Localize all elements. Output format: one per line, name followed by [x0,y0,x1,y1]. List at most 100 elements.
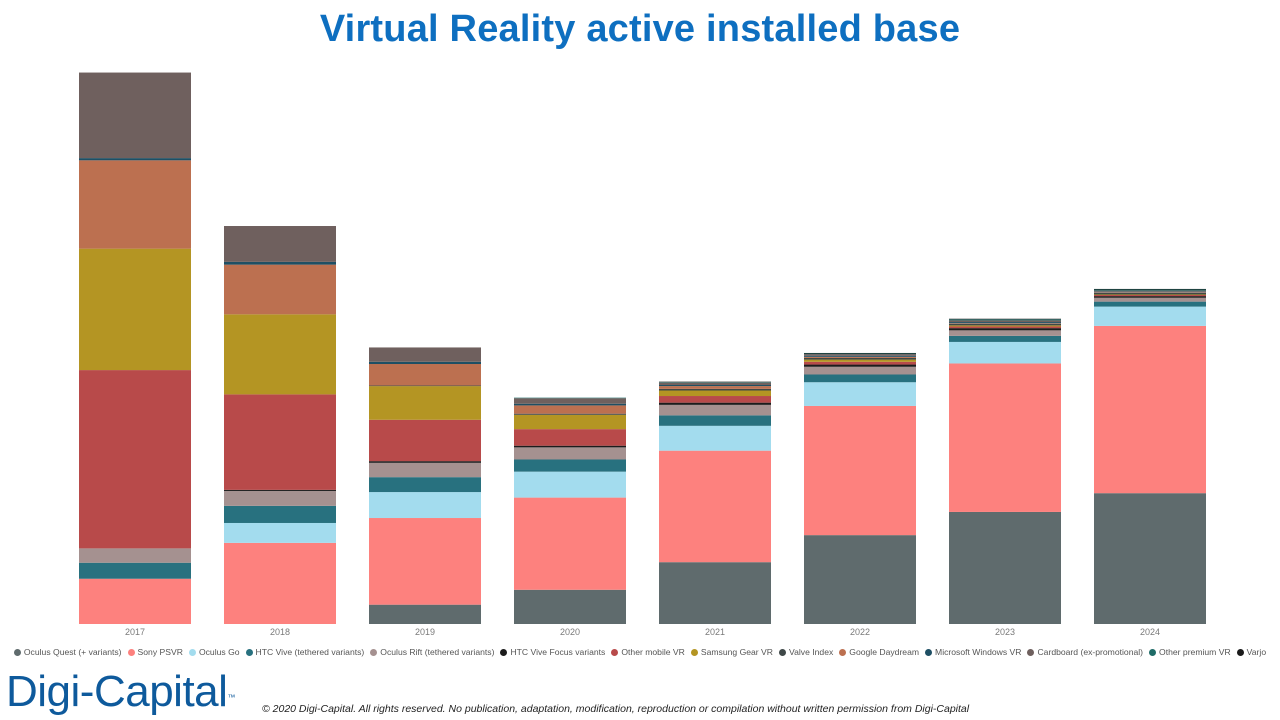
bar-segment [949,323,1061,326]
bar-segment [224,522,336,543]
bar-segment [804,353,916,355]
bar-segment [659,381,771,383]
bar-segment [659,384,771,387]
legend-label: Oculus Go [198,647,240,657]
legend-item[interactable]: Oculus Quest (+ variants) [13,647,122,657]
x-axis-ticks: 2017 2018 2019 2020 2021 2022 2023 2024 [125,627,1160,637]
bar-segment [514,429,626,446]
legend-swatch [925,648,933,656]
x-tick-label: 2020 [560,627,580,637]
bar-segment [804,374,916,383]
bar-segment [949,320,1061,323]
bar-segment [369,604,481,624]
bar-segment [1094,295,1206,297]
copyright-notice: © 2020 Digi-Capital. All rights reserved… [262,703,970,715]
bar-segment [1094,306,1206,326]
x-tick-label: 2021 [705,627,725,637]
bar-segment [804,535,916,624]
bar-segment [514,447,626,460]
legend-label: Cardboard (ex-promotional) [1037,647,1144,657]
x-tick-label: 2019 [415,627,435,637]
legend-item[interactable]: Cardboard (ex-promotional) [1027,647,1143,657]
bar-segment [804,382,916,406]
legend-label: HTC Vive Focus variants [510,647,606,657]
bar-segment [659,382,771,383]
legend-item[interactable]: Sony PSVR [127,647,183,657]
legend-item[interactable]: Valve Index [779,647,833,657]
bar-segment [1094,288,1206,290]
chart-title: Virtual Reality active installed base [319,8,961,50]
logo-text: Digi-Capital [6,667,228,716]
bar-segment [369,518,481,605]
bar-segment [79,158,191,161]
legend-item[interactable]: Varjo [1236,647,1267,657]
bar-segment [79,160,191,249]
legend-item[interactable]: Other premium VR [1149,647,1231,657]
bar-segment [949,318,1061,320]
bar-segment [659,425,771,451]
bar-segment [514,398,626,404]
legend-label: Oculus Rift (tethered variants) [380,647,495,657]
bar-segment [804,352,916,354]
legend-swatch [1236,648,1244,656]
bar-segment [369,386,481,420]
bar-segment [1094,292,1206,293]
x-tick-label: 2023 [995,627,1015,637]
bar-segment [659,382,771,385]
bar-segment [369,477,481,493]
bar-segment [224,226,336,262]
legend-swatch [127,648,135,656]
bars-group [79,72,1206,624]
bar-segment [949,328,1061,331]
bar-segment [369,492,481,519]
legend-item[interactable]: Microsoft Windows VR [925,647,1021,657]
bar-segment [949,326,1061,329]
bar-segment [514,413,626,415]
bar-segment [79,562,191,579]
x-tick-label: 2022 [850,627,870,637]
legend-item[interactable]: HTC Vive Focus variants [500,647,605,657]
logo-trademark: ™ [227,693,235,702]
bar-segment [514,414,626,430]
bar-segment [1094,493,1206,624]
legend-swatch [1027,648,1035,656]
bar-segment [659,404,771,416]
legend-label: Varjo [1246,647,1267,657]
bar-segment [659,415,771,426]
bar-segment [949,335,1061,342]
bar-segment [514,497,626,590]
bar-segment [224,264,336,315]
bar-segment [224,542,336,624]
bar-segment [514,471,626,498]
bar-segment [1094,291,1206,293]
bar-segment [224,489,336,491]
bar-segment [79,578,191,624]
legend-swatch [690,648,698,656]
bar-segment [224,394,336,490]
bar-segment [949,323,1061,324]
legend-item[interactable]: HTC Vive (tethered variants) [245,647,364,657]
bar-segment [369,364,481,386]
legend-swatch [779,648,786,656]
bar-segment [804,359,916,362]
bar-segment [79,72,191,159]
legend-item[interactable]: Oculus Rift (tethered variants) [370,647,494,657]
bar-segment [659,450,771,563]
bar-segment [804,364,916,367]
bar-segment [369,462,481,478]
legend-item[interactable]: Google Daydream [839,647,919,657]
legend-label: Sony PSVR [137,647,183,657]
bar-segment [514,589,626,624]
bar-segment [804,356,916,358]
legend-swatch [611,648,619,656]
legend-swatch [500,648,508,656]
legend-label: Other mobile VR [621,647,685,657]
bar-segment [514,403,626,406]
bar-segment [949,322,1061,324]
legend-item[interactable]: Other mobile VR [611,647,685,657]
legend-item[interactable]: Samsung Gear VR [690,647,773,657]
bar-segment [659,390,771,397]
legend-item[interactable]: Oculus Go [188,647,240,657]
stacked-bar-chart: 2017 2018 2019 2020 2021 2022 2023 2024 [79,72,1206,637]
bar-segment [804,361,916,365]
